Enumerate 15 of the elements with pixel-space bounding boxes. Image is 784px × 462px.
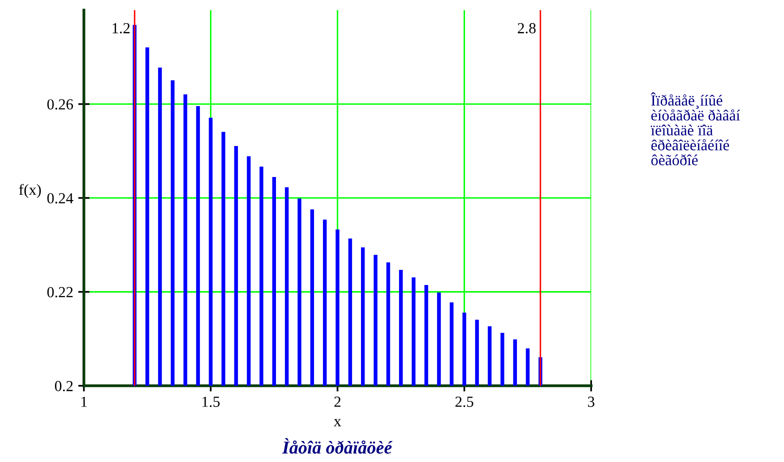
y-axis-title: f(x) [19, 184, 41, 198]
y-tick-label: 0.26 [47, 99, 74, 110]
x-tick-label: 2 [334, 396, 340, 407]
x-tick-label: 1 [81, 396, 87, 407]
y-tick-label: 0.24 [47, 193, 74, 204]
x-tick-label: 2.5 [455, 396, 474, 408]
text: Ìåòîä òðàïåöèé [282, 438, 393, 454]
x-tick-label: 3 [588, 396, 594, 407]
text: Îïðåäåë¸ííûé èíòåãðàë ðàâåí ïëîùàäè ïîä êðèâîëèíåéíîé ôèãóðîé [650, 92, 740, 166]
x-axis-title: x [334, 419, 342, 426]
ref-line-label: 1.2 [112, 23, 130, 34]
x-tick-label: 1.5 [202, 396, 220, 408]
y-tick-label: 0.2 [54, 380, 73, 392]
ref-line-label: 2.8 [518, 23, 536, 34]
y-tick-label: 0.22 [47, 287, 73, 298]
